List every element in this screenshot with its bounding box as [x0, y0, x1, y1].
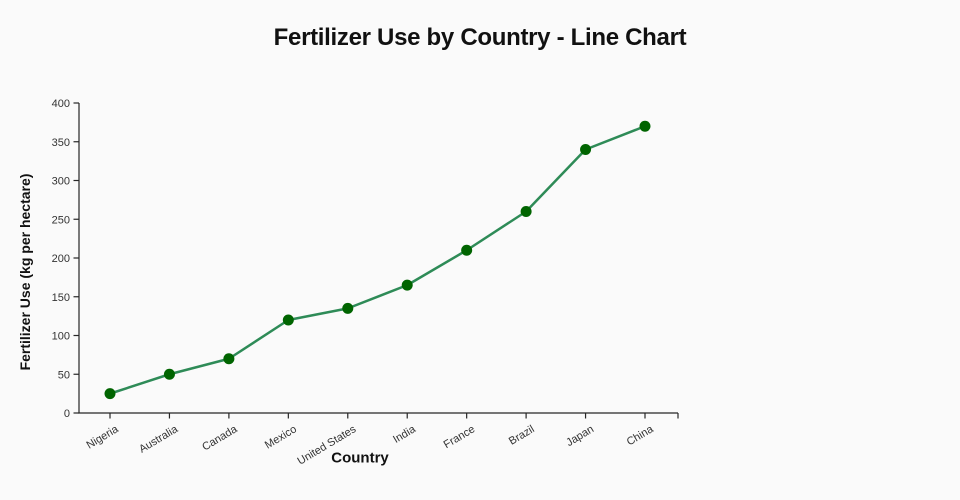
y-tick-label: 350 [52, 137, 70, 149]
x-tick-label: Brazil [507, 423, 537, 447]
x-tick-label: United States [296, 423, 359, 468]
x-tick-label: China [625, 423, 657, 449]
y-tick-label: 50 [58, 369, 70, 381]
data-point [163, 368, 175, 380]
data-point [401, 279, 413, 291]
y-tick-label: 0 [64, 408, 70, 420]
y-tick-label: 100 [52, 331, 70, 343]
y-tick-label: 150 [52, 292, 70, 304]
y-tick-label: 200 [52, 253, 70, 265]
data-point [104, 388, 116, 400]
y-tick-label: 400 [52, 98, 70, 110]
x-tick-label: India [391, 423, 418, 446]
x-tick-label: France [442, 423, 478, 451]
data-point [639, 120, 651, 132]
x-tick-label: Canada [200, 423, 240, 454]
data-point [342, 302, 354, 314]
x-tick-label: Mexico [263, 423, 299, 451]
data-line [109, 125, 646, 395]
data-point [520, 206, 532, 217]
y-tick-label: 300 [52, 176, 70, 188]
data-point [223, 353, 235, 365]
x-tick-label: Australia [137, 423, 181, 456]
x-axis-label: Country [331, 449, 389, 467]
y-tick-label: 250 [52, 214, 70, 226]
data-point [461, 244, 473, 256]
data-point [282, 314, 294, 326]
data-point [580, 144, 592, 155]
x-tick-label: Japan [564, 423, 596, 449]
chart-title: Fertilizer Use by Country - Line Chart [273, 24, 687, 51]
x-tick-label: Nigeria [84, 423, 121, 452]
